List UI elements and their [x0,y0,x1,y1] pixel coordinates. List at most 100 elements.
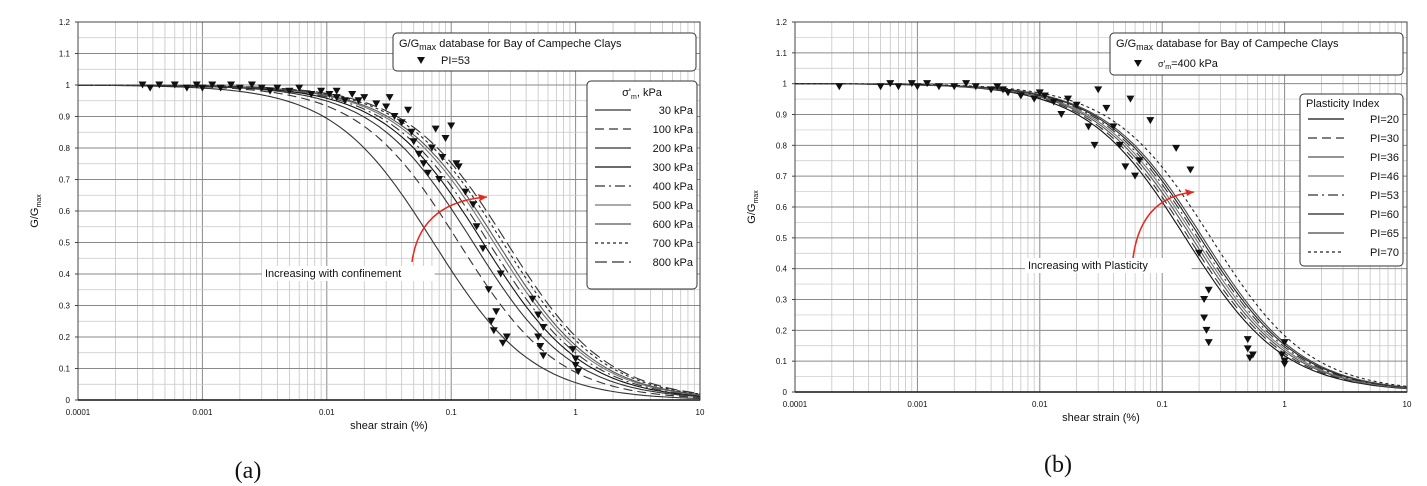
legend-entry-label: PI=30 [1370,133,1399,145]
title-box-rest: database for Bay of Campeche Clays [436,38,622,50]
data-point-triangle [1040,92,1049,100]
data-point-triangle [1035,89,1044,97]
legend-entry-label: 600 kPa [653,219,694,231]
data-point-triangle [571,355,580,363]
data-point-triangle [427,144,436,152]
data-point-triangle [1204,286,1213,294]
y-tick-label: 0.8 [776,141,788,150]
data-point-triangle [835,83,844,91]
x-axis-label: shear strain (%) [1062,412,1140,424]
data-point-triangle [1115,141,1124,149]
legend: σ'm, kPa 30 kPa 100 kPa 200 kPa 300 kPa 400 k… [586,80,698,290]
data-point-triangle [923,80,932,88]
data-point-triangle [235,84,244,92]
data-point-triangle [971,83,980,91]
x-tick-label: 10 [696,408,705,417]
data-point-triangle [1243,345,1252,353]
data-point-triangle [266,87,275,95]
data-point-triangle [528,295,537,303]
title-box-marker-label: PI=53 [441,55,470,67]
data-point-triangle [227,81,236,89]
data-point-triangle [461,188,470,196]
data-point-triangle [1084,123,1093,131]
data-point-triangle [894,83,903,91]
data-point-triangle [962,80,971,88]
legend-entry-label: 800 kPa [653,257,694,269]
title-box: G/Gmax database for Bay of Campeche Clay… [392,32,697,72]
data-point-triangle [1277,351,1286,359]
data-point-triangle [340,97,349,105]
legend-frame [1299,93,1404,267]
x-tick-label: 0.1 [446,408,458,417]
x-tick-label: 0.1 [1157,400,1169,409]
y-tick-label: 0.9 [776,111,788,120]
data-point-triangle [1090,141,1099,149]
data-point-triangle [1109,123,1118,131]
data-point-triangle [539,324,548,332]
data-point-triangle [1195,249,1204,257]
y-tick-label: 0.9 [59,113,71,122]
data-point-triangle [469,201,478,209]
y-tick-label: 0.4 [776,265,788,274]
marker-sigma: σ' [1158,59,1166,69]
legend-entry-label: PI=20 [1370,114,1399,126]
y-axis-label-sub: max [753,190,760,204]
x-tick-label: 0.001 [907,400,928,409]
legend-entry-label: 300 kPa [653,162,694,174]
data-point-triangle [1094,86,1103,94]
data-point-triangle [170,81,179,89]
data-point-triangle [502,333,511,341]
data-point-triangle [498,339,507,347]
y-tick-label: 0.3 [59,302,71,311]
data-point-triangle [1004,89,1013,97]
y-axis-label: G/Gmax [29,194,43,228]
data-point-triangle [438,153,447,161]
data-point-triangle [397,119,406,127]
data-point-triangle [414,150,423,158]
data-point-triangle [574,368,583,376]
y-tick-label: 1.2 [59,18,71,27]
y-tick-label: 0.6 [59,207,71,216]
data-point-triangle [571,361,580,369]
data-point-triangle [247,81,256,89]
y-tick-label: 1 [66,81,71,90]
data-point-triangle [534,333,543,341]
title-box-frame [1109,32,1404,76]
title-box-sub: max [419,42,437,52]
legend-title: σ'm, kPa [622,87,663,101]
x-tick-label: 1 [1282,400,1287,409]
x-tick-label: 0.0001 [66,408,91,417]
series-line [78,84,701,395]
data-point-triangle [1200,314,1209,322]
y-axis-label-main: G/G [29,208,41,228]
title-box-rest: database for Bay of Campeche Clays [1153,38,1339,50]
x-axis-label: shear strain (%) [350,420,428,432]
data-point-triangle [307,90,316,98]
y-tick-label: 1.2 [776,18,788,27]
y-tick-label: 0.4 [59,270,71,279]
data-point-triangle [1280,360,1289,368]
data-point-triangle [385,94,394,102]
data-point-triangle [536,342,545,350]
y-tick-label: 0.5 [59,239,71,248]
legend-entry-label: PI=60 [1370,209,1399,221]
data-point-triangle [1102,104,1111,112]
data-point-triangle [1135,157,1144,165]
data-point-triangle [1172,144,1181,152]
data-point-triangle [907,80,916,88]
data-point-triangle [198,84,207,92]
data-point-triangle [348,90,357,98]
data-point-triangle [382,103,391,111]
series-line [78,84,701,400]
title-box: G/Gmax database for Bay of Campeche Clay… [1109,32,1404,76]
annotation: Increasing with confinement [262,194,488,281]
data-point-triangle [372,100,381,108]
x-tick-label: 0.0001 [783,400,808,409]
legend-entry-label: 200 kPa [653,143,694,155]
annotation-arrowhead [478,194,487,201]
y-axis-label-main: G/G [746,204,758,224]
data-point-triangle [1030,95,1039,103]
data-point-triangle [950,83,959,91]
x-tick-label: 10 [1403,400,1412,409]
data-points [835,80,1289,368]
